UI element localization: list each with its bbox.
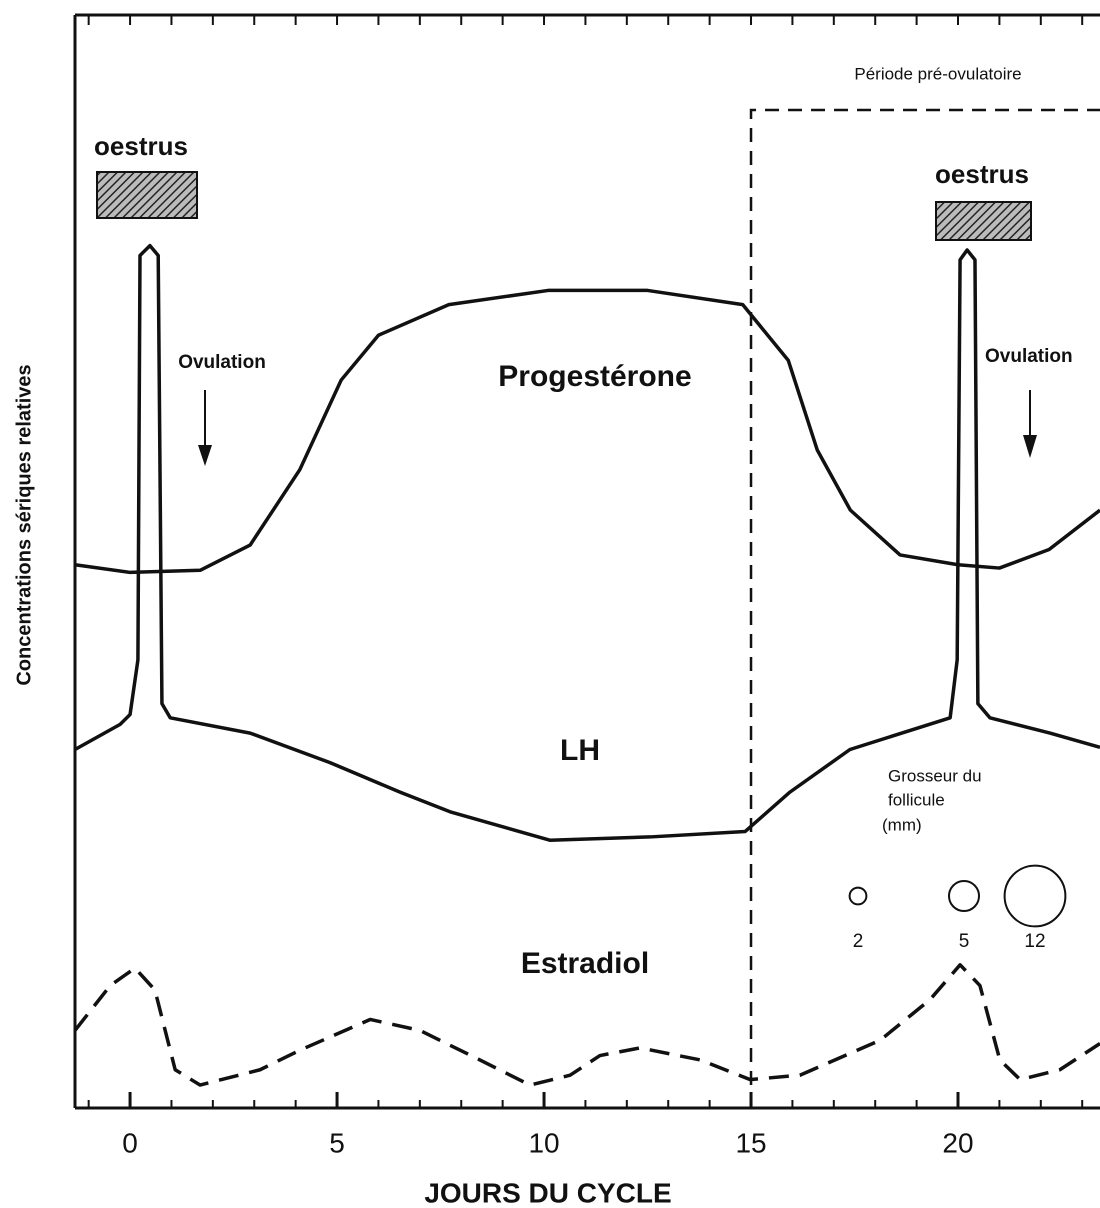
follicle-circle — [850, 888, 867, 905]
follicle-size-label: 2 — [853, 931, 864, 952]
page: JOURS DU CYCLE Concentrations sériques r… — [0, 0, 1100, 1208]
chart: JOURS DU CYCLE Concentrations sériques r… — [0, 0, 1100, 1208]
oestrus-box — [97, 172, 197, 218]
x-tick-label: 0 — [122, 1127, 138, 1158]
ovulation-arrowhead — [198, 445, 212, 466]
series-label: Progestérone — [498, 360, 691, 393]
series-line — [75, 965, 1100, 1085]
oestrus-box — [936, 202, 1031, 240]
x-tick-label: 15 — [735, 1127, 766, 1158]
follicle-circle — [1005, 866, 1066, 927]
x-tick-label: 5 — [329, 1127, 345, 1158]
x-tick-label: 10 — [528, 1127, 559, 1158]
oestrus-label: oestrus — [94, 131, 188, 161]
ovulation-label: Ovulation — [985, 346, 1073, 367]
follicle-title: (mm) — [882, 815, 922, 834]
x-tick-label: 20 — [942, 1127, 973, 1158]
period-label: Période pré-ovulatoire — [854, 64, 1021, 83]
ovulation-label: Ovulation — [178, 352, 266, 373]
follicle-circle — [949, 881, 979, 911]
oestrus-label: oestrus — [935, 159, 1029, 189]
period-box — [751, 110, 1100, 1108]
follicle-title: Grosseur du — [888, 766, 982, 785]
follicle-size-label: 12 — [1024, 931, 1045, 952]
follicle-size-label: 5 — [959, 931, 970, 952]
x-axis-label: JOURS DU CYCLE — [424, 1177, 671, 1208]
y-axis-label: Concentrations sériques relatives — [13, 364, 35, 685]
series-label: Estradiol — [521, 947, 649, 980]
series-label: LH — [560, 734, 600, 767]
follicle-title: follicule — [888, 790, 945, 809]
ovulation-arrowhead — [1023, 435, 1037, 458]
series-line — [75, 290, 1100, 572]
